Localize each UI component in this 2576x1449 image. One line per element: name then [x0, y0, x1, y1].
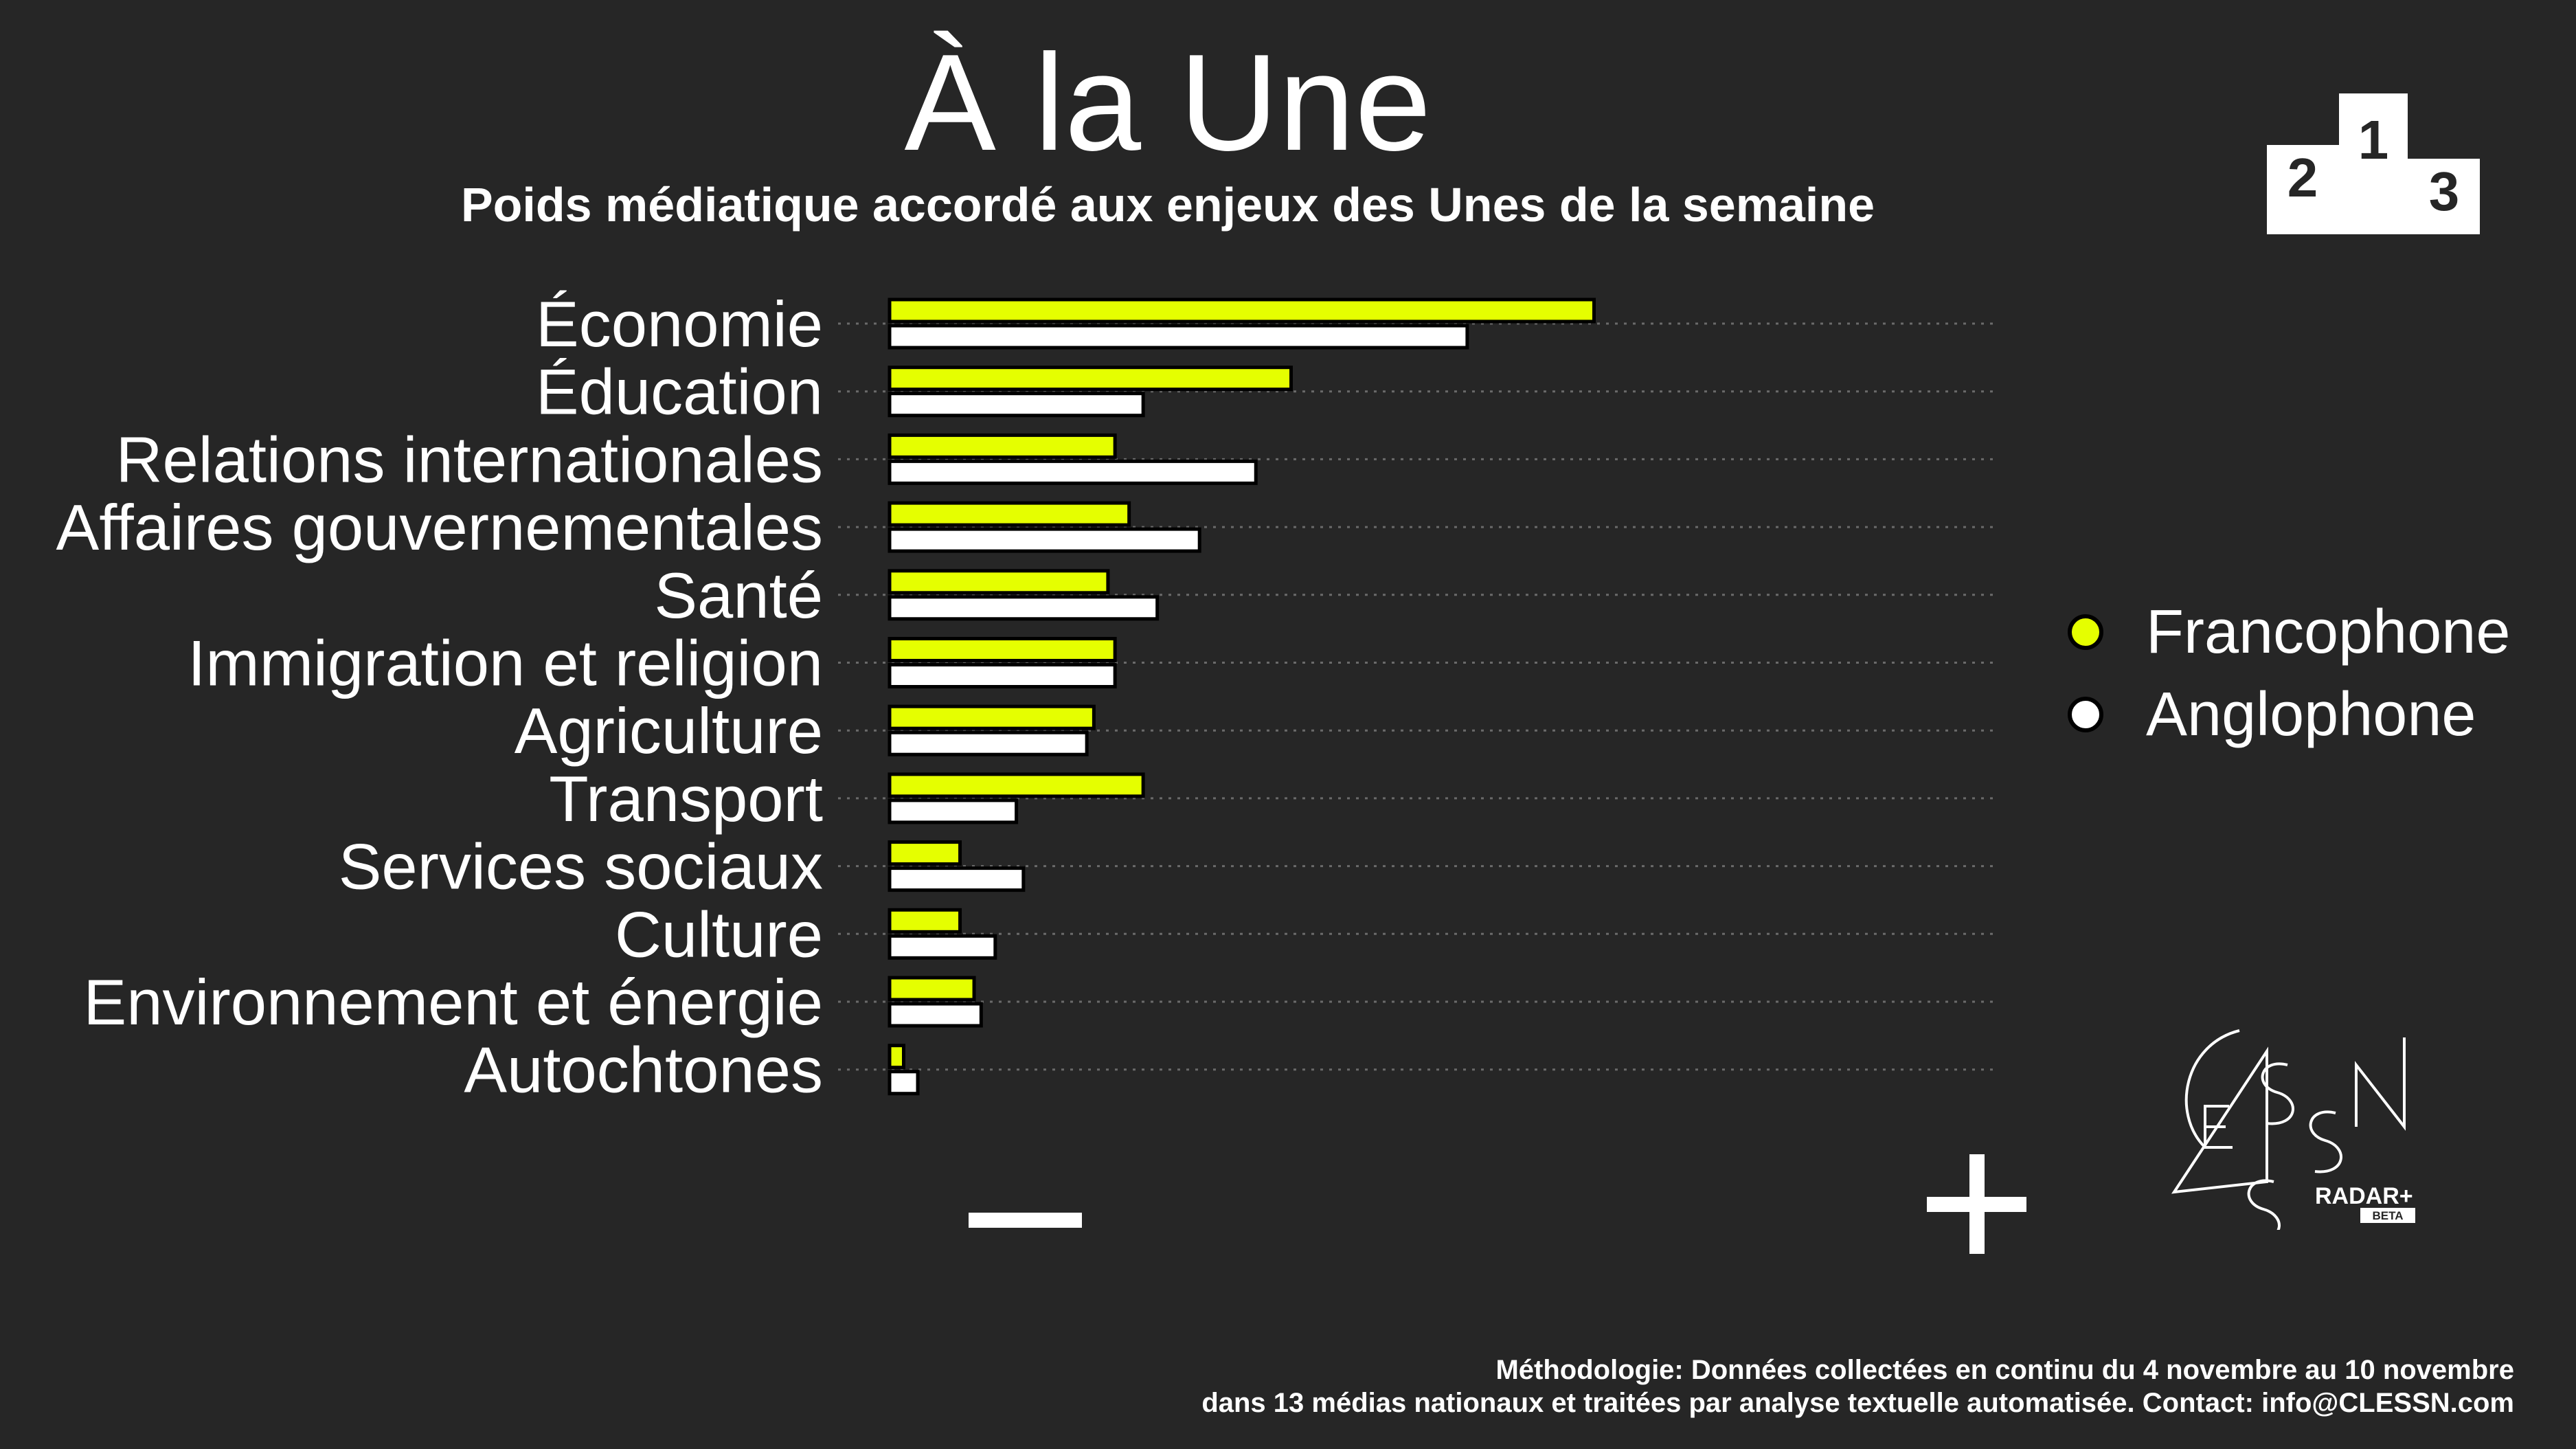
category-label: Économie	[536, 288, 823, 360]
bars	[888, 297, 1596, 1096]
bar-anglophone	[888, 730, 1089, 756]
logo-product: RADAR+	[2315, 1183, 2413, 1209]
bar-anglophone	[888, 866, 1026, 892]
podium-label-3: 3	[2429, 161, 2460, 222]
bar-francophone	[888, 976, 976, 1002]
footer-line-2: dans 13 médias nationaux et traitées par…	[1201, 1388, 2514, 1418]
bar-francophone	[888, 704, 1096, 730]
bar-francophone	[888, 433, 1117, 459]
legend-label-anglophone: Anglophone	[2146, 680, 2476, 749]
bar-francophone	[888, 840, 962, 866]
legend-swatch-anglophone	[2068, 697, 2103, 732]
category-label: Relations internationales	[116, 423, 823, 495]
page-subtitle: Poids médiatique accordé aux enjeux des …	[460, 178, 1875, 232]
clessn-radar-logo: RADAR+ BETA	[2171, 1029, 2415, 1230]
category-label: Agriculture	[515, 695, 823, 767]
bar-anglophone	[888, 934, 997, 960]
category-label: Santé	[654, 559, 823, 631]
footer-methodology: Méthodologie: Données collectées en cont…	[1201, 1353, 2514, 1419]
category-label: Immigration et religion	[188, 627, 823, 699]
bar-anglophone	[888, 595, 1160, 621]
axis-min-icon	[969, 1213, 1082, 1228]
axis-max-icon	[1927, 1154, 2026, 1254]
bar-anglophone	[888, 527, 1201, 553]
page-title: À la Une	[904, 26, 1432, 179]
bar-anglophone	[888, 392, 1145, 418]
category-label: Environnement et énergie	[84, 966, 823, 1038]
category-label: Autochtones	[464, 1034, 823, 1106]
grid-lines	[838, 322, 1996, 1071]
bar-anglophone	[888, 1002, 983, 1028]
category-label: Culture	[615, 898, 823, 970]
legend-label-francophone: Francophone	[2146, 598, 2511, 666]
legend: Francophone Anglophone	[2068, 591, 2510, 756]
footer-line-1: Méthodologie: Données collectées en cont…	[1495, 1355, 2514, 1385]
podium-label-2: 2	[2287, 147, 2318, 208]
bar-francophone	[888, 569, 1110, 595]
bar-anglophone	[888, 1070, 920, 1096]
podium-icon: 2 1 3	[2267, 93, 2480, 234]
legend-item-francophone: Francophone	[2068, 591, 2510, 673]
category-label: Éducation	[536, 356, 823, 428]
bar-francophone	[888, 366, 1293, 392]
category-label: Affaires gouvernementales	[56, 491, 823, 563]
legend-item-anglophone: Anglophone	[2068, 673, 2510, 756]
logo-badge: BETA	[2372, 1209, 2403, 1222]
bar-anglophone	[888, 798, 1019, 824]
podium-label-1: 1	[2358, 109, 2389, 170]
bar-anglophone	[888, 663, 1117, 688]
bar-anglophone	[888, 324, 1469, 350]
category-label: Transport	[549, 763, 823, 835]
bar-francophone	[888, 501, 1131, 527]
legend-swatch-francophone	[2068, 614, 2103, 650]
bar-francophone	[888, 297, 1596, 324]
bar-anglophone	[888, 459, 1258, 485]
bar-francophone	[888, 1044, 906, 1070]
bar-francophone	[888, 908, 962, 934]
category-label: Services sociaux	[339, 831, 823, 903]
bar-francophone	[888, 772, 1145, 798]
bar-francophone	[888, 637, 1117, 662]
